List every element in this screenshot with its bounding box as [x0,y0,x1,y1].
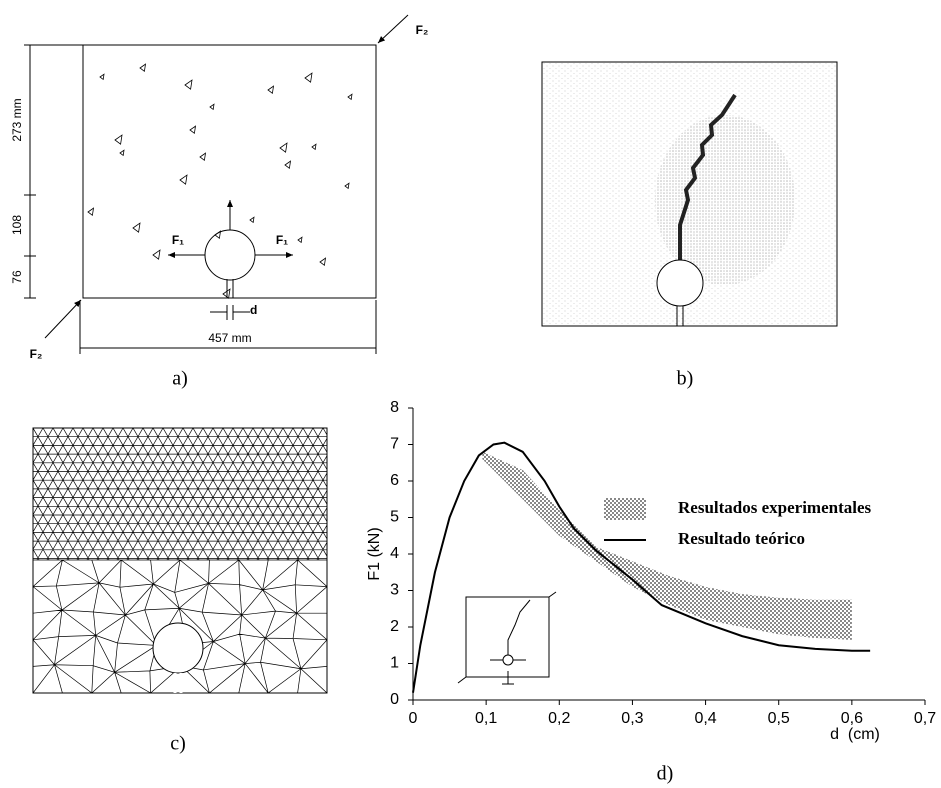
y-tick-label: 7 [390,436,399,453]
damage-zone [655,115,795,285]
legend-label: Resultados experimentales [678,498,872,517]
inset [457,591,557,685]
notch [676,306,684,326]
aggregate [249,216,255,224]
aggregate [347,93,353,101]
panel-a: F₁ F₁ F₂ F₂ 273 mm 108 76 d 457 mm a) [10,14,429,390]
hole [152,622,204,674]
aggregate [319,257,327,267]
x-tick-label: 0,5 [768,710,790,727]
y-tick-label: 3 [390,582,399,599]
aggregates [87,63,353,299]
dimension-label: d [250,303,257,317]
x-tick-label: 0,2 [548,710,570,727]
inset-lines [457,591,557,685]
panel-d: F1 (kN) d (cm) d) 0 1 2 3 4 5 6 7 8 0 0,1 0,2 0,3 0,4… [366,399,936,784]
legend-swatch [604,498,646,520]
panel-label: c) [170,733,186,755]
crack [678,93,737,260]
force-label: F₂ [30,347,43,361]
x-axis-label: d (cm) [830,726,880,743]
legend-label: Resultado teórico [678,529,805,548]
y-tick-label: 4 [390,545,399,562]
dimension-label: 76 [10,270,24,284]
x-tick-label: 0,3 [621,710,643,727]
specimen [82,44,377,299]
notch [173,673,183,693]
aggregate [139,63,147,73]
x-tick-label: 0,4 [694,710,716,727]
aggregate [344,182,350,190]
axes [412,408,925,701]
aggregate [114,134,123,145]
aggregate [152,249,161,260]
force-arrow [377,14,409,44]
aggregate [119,149,125,157]
dimension-label: 457 mm [208,331,251,345]
force-label: F₁ [276,233,288,247]
inset-hole [502,654,514,666]
panel-label: d) [657,763,674,785]
x-tick-label: 0,1 [475,710,497,727]
panel-label: b) [677,368,694,390]
y-tick-label: 5 [390,509,399,526]
aggregate [179,174,188,185]
force-label: F₁ [172,233,184,247]
aggregate [199,152,207,162]
aggregate [311,143,317,151]
force-label: F₂ [416,23,429,37]
aggregate [279,142,288,153]
aggregate [184,79,193,90]
aggregate [132,222,141,233]
aggregate [189,125,197,135]
aggregate [87,207,95,217]
y-tick-label: 1 [390,655,399,672]
panel-b: b) [541,61,838,390]
x-tick-label: 0 [409,710,418,727]
panel-label: a) [172,368,188,390]
aggregate [304,72,313,83]
dimension-label: 273 mm [10,98,24,141]
aggregate [99,73,105,81]
x-tick-label: 0,7 [914,710,936,727]
hole [656,259,704,307]
aggregate [209,103,215,111]
dimension-label: 108 [10,215,24,235]
panel-c: c) [32,427,328,755]
aggregate [284,160,292,170]
hole [204,229,256,281]
y-tick-label: 2 [390,618,399,635]
y-axis-label: F1 (kN) [366,527,383,580]
dimension-lines [24,44,377,354]
y-tick-label: 8 [390,399,399,416]
notch [226,279,234,298]
aggregate [267,85,275,95]
y-tick-label: 6 [390,472,399,489]
aggregate [297,236,303,244]
x-tick-label: 0,6 [841,710,863,727]
experimental-band [482,451,852,640]
force-arrow [44,299,82,339]
y-tick-label: 0 [390,691,399,708]
theory-line [412,441,871,693]
